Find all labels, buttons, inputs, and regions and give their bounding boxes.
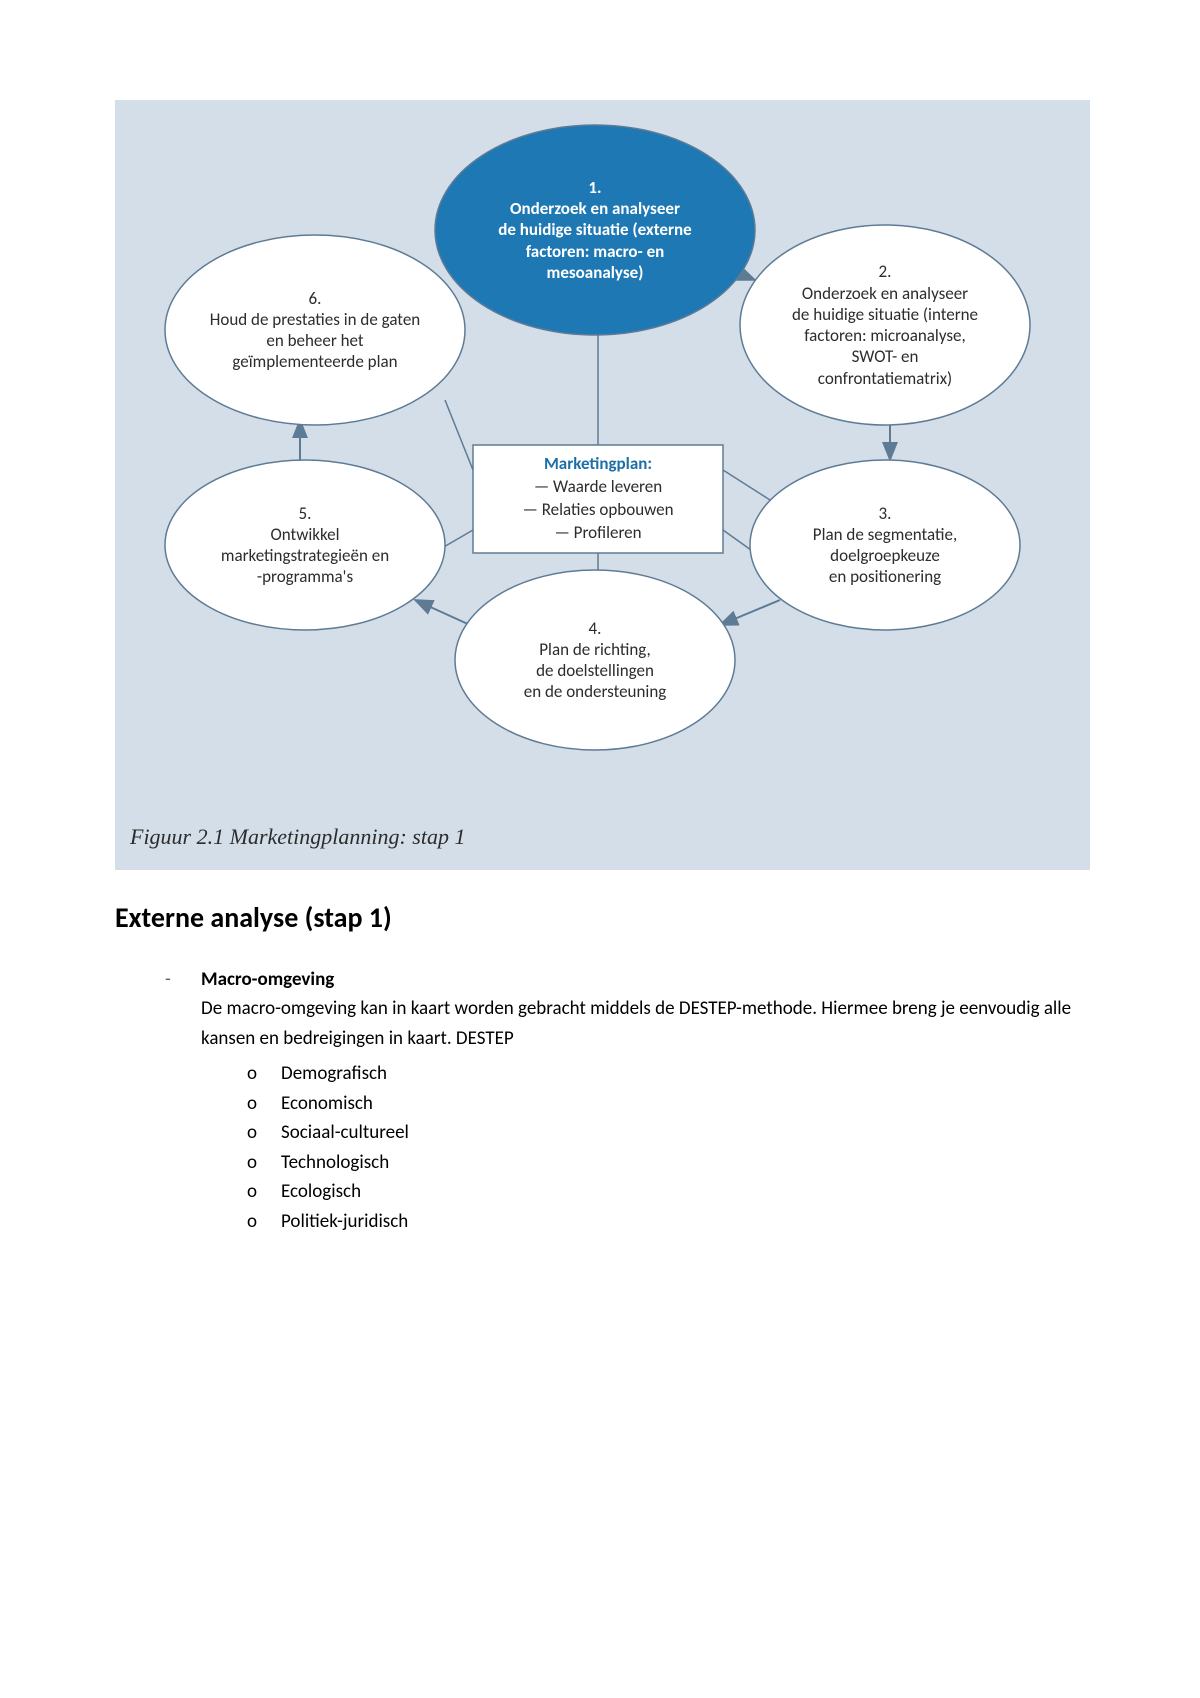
diagram-svg — [115, 100, 1090, 870]
figure-panel: 1.Onderzoek en analyseerde huidige situa… — [115, 100, 1090, 870]
destep-item: Demografisch — [247, 1059, 1100, 1088]
destep-item: Ecologisch — [247, 1177, 1100, 1206]
destep-item: Sociaal-cultureel — [247, 1118, 1100, 1147]
destep-item: Economisch — [247, 1089, 1100, 1118]
paragraph: De macro-omgeving kan in kaart worden ge… — [201, 994, 1100, 1053]
section-heading: Externe analyse (stap 1) — [115, 900, 1100, 935]
destep-item: Technologisch — [247, 1148, 1100, 1177]
destep-list: DemografischEconomischSociaal-cultureelT… — [247, 1059, 1100, 1236]
sub-heading: Macro-omgeving — [201, 965, 334, 994]
destep-item: Politiek-juridisch — [247, 1207, 1100, 1236]
dash-bullet: - — [165, 965, 201, 994]
content-block: - Macro-omgeving De macro-omgeving kan i… — [165, 965, 1100, 1236]
